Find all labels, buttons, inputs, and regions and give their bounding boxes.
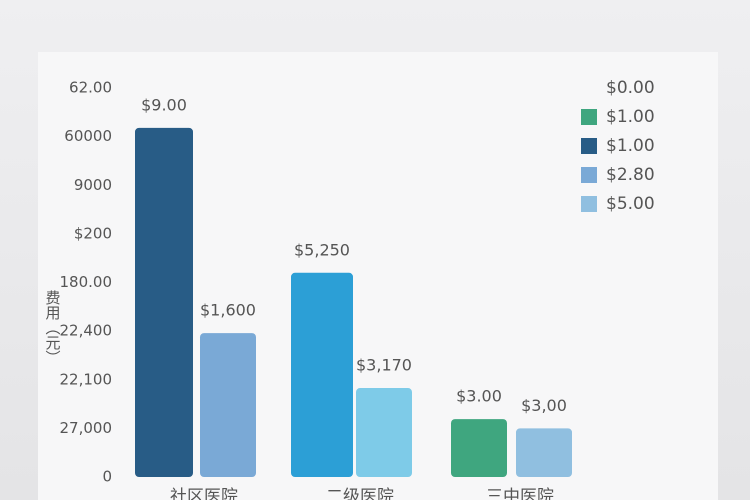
legend-swatch bbox=[581, 196, 597, 212]
y-tick-label: 27,000 bbox=[60, 419, 113, 437]
legend-swatch bbox=[581, 109, 597, 125]
bar bbox=[516, 428, 572, 477]
y-axis-label: 费用（元） bbox=[44, 290, 62, 365]
legend-swatch bbox=[581, 138, 597, 154]
y-tick-label: 22,100 bbox=[60, 370, 113, 388]
y-tick-label: 22,400 bbox=[60, 322, 113, 340]
x-tick-label: 三中医院 bbox=[486, 487, 554, 500]
legend-label: $5.00 bbox=[606, 194, 655, 214]
value-label: $3,00 bbox=[521, 396, 567, 415]
x-tick-label: 社区医院 bbox=[170, 487, 238, 500]
bar bbox=[135, 127, 193, 477]
bar bbox=[356, 388, 412, 477]
y-tick-label: 62.00 bbox=[69, 79, 112, 97]
legend-swatch bbox=[581, 167, 597, 183]
bar bbox=[451, 419, 507, 477]
y-tick-label: 60000 bbox=[64, 127, 112, 145]
value-label: $9.00 bbox=[141, 95, 187, 114]
value-label: $3.00 bbox=[456, 387, 502, 406]
y-tick-label: 180.00 bbox=[60, 273, 113, 291]
bar bbox=[200, 333, 256, 477]
legend-label: $1.00 bbox=[606, 107, 655, 127]
y-tick-label: 9000 bbox=[74, 176, 112, 194]
value-label: $1,600 bbox=[200, 301, 256, 320]
x-tick-label: 二级医院 bbox=[326, 487, 394, 500]
bar bbox=[291, 272, 353, 477]
y-tick-label: 0 bbox=[102, 468, 112, 486]
value-label: $3,170 bbox=[356, 356, 412, 375]
legend-label: $1.00 bbox=[606, 136, 655, 156]
value-label: $5,250 bbox=[294, 240, 350, 259]
legend-label: $2.80 bbox=[606, 165, 655, 185]
y-tick-label: $200 bbox=[74, 224, 112, 242]
legend-label: $0.00 bbox=[606, 78, 655, 98]
